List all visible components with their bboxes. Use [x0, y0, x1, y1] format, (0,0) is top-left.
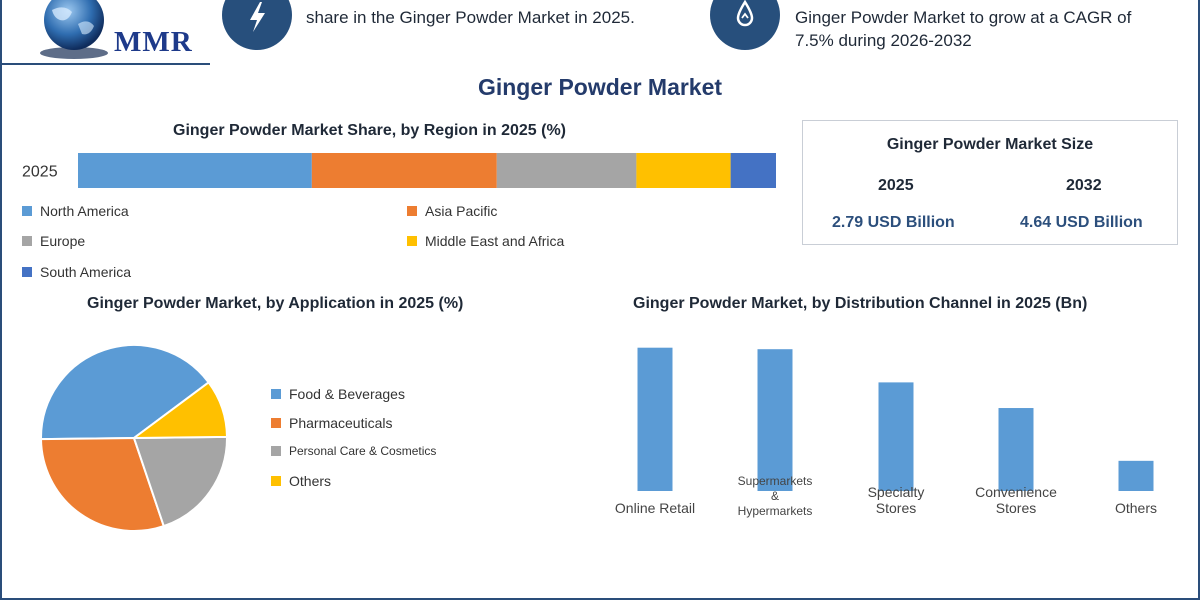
application-legend-personal-care-cosmetics: Personal Care & Cosmetics [271, 444, 436, 458]
channel-tick-label-convenience-stores: Convenience [975, 484, 1057, 500]
channel-tick-label-supermarkets-hypermarkets: Supermarkets [738, 474, 813, 488]
pie-slice-pharmaceuticals [39, 436, 166, 532]
right-border-line [1198, 0, 1200, 600]
legend-label: North America [40, 203, 129, 219]
legend-label: Europe [40, 233, 86, 249]
growth-drop-icon [736, 0, 754, 27]
legend-label: Pharmaceuticals [289, 415, 393, 431]
stat1-text: share in the Ginger Powder Market in 202… [306, 8, 635, 27]
legend-label: Asia Pacific [425, 203, 498, 219]
channel-bar-convenience-stores [998, 408, 1034, 491]
globe-icon [40, 0, 108, 59]
legend-swatch [22, 236, 32, 246]
region-bar-segment-north-america [78, 153, 312, 188]
region-legend-asia-pacific: Asia Pacific [407, 203, 497, 219]
region-bar-segment-south-america [730, 153, 776, 188]
application-chart-title: Ginger Powder Market, by Application in … [87, 295, 464, 312]
legend-label: South America [40, 264, 132, 280]
pie-slice-personal-care-cosmetics [132, 435, 228, 528]
application-legend-others: Others [271, 473, 331, 489]
legend-swatch [407, 206, 417, 216]
market-size-title: Ginger Powder Market Size [886, 136, 1094, 153]
legend-swatch [271, 476, 281, 486]
header-divider [0, 63, 210, 65]
legend-label: Middle East and Africa [425, 233, 565, 249]
region-bar-segment-middle-east-and-africa [636, 153, 731, 188]
region-bar-segment-asia-pacific [311, 153, 497, 188]
lightning-circle [222, 0, 292, 50]
market-size-year-2025: 2025 [878, 177, 914, 194]
growth-circle [710, 0, 780, 50]
main-title: Ginger Powder Market [477, 74, 723, 100]
mmr-logo: MMR [22, 0, 192, 62]
pie-slice-food-beverages [40, 344, 210, 441]
channel-tick-label-specialty-stores: Specialty [868, 484, 925, 500]
channel-tick-label-supermarkets-hypermarkets: & [771, 489, 779, 503]
region-bar-segment-europe [496, 153, 637, 188]
stat2-line2: 7.5% during 2026-2032 [795, 31, 972, 50]
channel-chart-title: Ginger Powder Market, by Distribution Ch… [633, 295, 1088, 312]
legend-swatch [22, 206, 32, 216]
logo-text: MMR [114, 26, 193, 58]
legend-label: Food & Beverages [289, 386, 405, 402]
region-legend-middle-east-and-africa: Middle East and Africa [407, 233, 564, 249]
legend-swatch [271, 418, 281, 428]
channel-tick-label-supermarkets-hypermarkets: Hypermarkets [738, 504, 813, 518]
region-legend-europe: Europe [22, 233, 85, 249]
channel-tick-label-online-retail: Online Retail [615, 500, 695, 516]
region-bar-category-label: 2025 [22, 164, 58, 181]
legend-swatch [271, 389, 281, 399]
legend-label: Others [289, 473, 332, 489]
market-size-value-2032: 4.64 USD Billion [1020, 214, 1143, 231]
channel-bar-others [1118, 460, 1154, 491]
application-legend-food-beverages: Food & Beverages [271, 386, 405, 402]
legend-swatch [271, 446, 281, 456]
channel-bar-specialty-stores [878, 382, 914, 491]
legend-label: Personal Care & Cosmetics [289, 444, 437, 458]
market-size-box: Ginger Powder Market Size 2025 2032 2.79… [802, 120, 1178, 245]
application-legend-pharmaceuticals: Pharmaceuticals [271, 415, 393, 431]
channel-tick-label-others: Others [1115, 500, 1157, 516]
top-border-line [0, 0, 2, 600]
stat2-line1: Ginger Powder Market to grow at a CAGR o… [795, 8, 1132, 27]
market-size-year-2032: 2032 [1066, 177, 1102, 194]
legend-swatch [407, 236, 417, 246]
pie-slice-others [130, 381, 229, 440]
region-legend-north-america: North America [22, 203, 129, 219]
market-size-value-2025: 2.79 USD Billion [832, 214, 955, 231]
channel-tick-label-convenience-stores: Stores [996, 500, 1036, 516]
region-legend-south-america: South America [22, 264, 131, 280]
bottom-border-line [0, 598, 1200, 600]
channel-tick-label-specialty-stores: Stores [876, 500, 916, 516]
channel-bar-supermarkets-hypermarkets [757, 349, 793, 491]
legend-swatch [22, 267, 32, 277]
region-chart-title: Ginger Powder Market Share, by Region in… [173, 122, 566, 139]
channel-bar-online-retail [637, 347, 673, 491]
lightning-icon [250, 2, 265, 32]
